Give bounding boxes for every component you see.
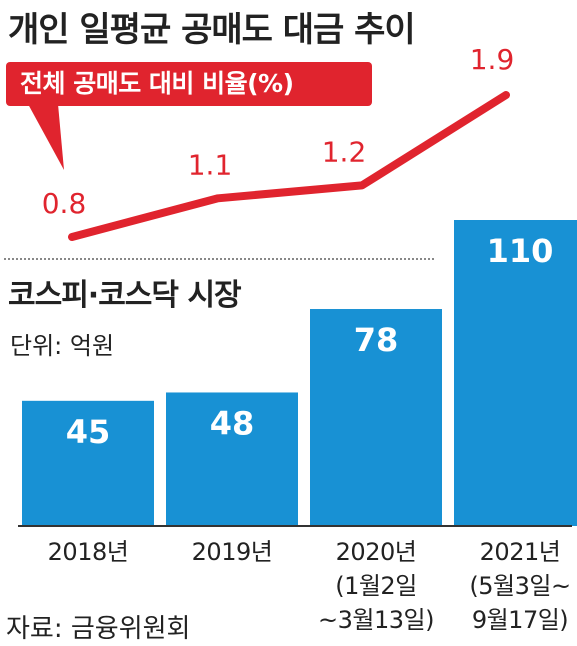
- bar-value-label: 78: [354, 321, 399, 359]
- section-divider: [4, 258, 434, 260]
- bar-value-label: 110: [487, 232, 554, 270]
- bar-section-title: 코스피·코스닥 시장: [8, 278, 242, 313]
- bar-2020년: [310, 309, 442, 526]
- x-tick-label: 2018년: [47, 538, 129, 566]
- badge-pointer: [28, 104, 64, 170]
- unit-label: 단위: 억원: [10, 332, 115, 360]
- chart-title: 개인 일평균 공매도 대금 추이: [8, 10, 416, 50]
- bar-2019년: [166, 392, 298, 526]
- ratio-value-label: 0.8: [42, 187, 87, 220]
- ratio-value-label: 1.9: [470, 43, 515, 76]
- x-tick-label: 2019년: [191, 538, 273, 566]
- x-tick-label: 2021년 (5월3일~ 9월17일): [469, 538, 571, 634]
- ratio-value-label: 1.2: [322, 135, 367, 168]
- bar-2018년: [22, 400, 154, 526]
- bar-value-label: 48: [210, 404, 255, 442]
- bar-value-label: 45: [66, 413, 111, 451]
- ratio-legend-badge: 전체 공매도 대비 비율(%): [6, 62, 372, 106]
- x-tick-label: 2020년 (1월2일 ~3월13일): [318, 538, 434, 634]
- ratio-line: [68, 91, 510, 241]
- ratio-value-label: 1.1: [188, 148, 233, 181]
- bar-2021년: [454, 220, 577, 526]
- source-note: 자료: 금융위원회: [6, 614, 191, 644]
